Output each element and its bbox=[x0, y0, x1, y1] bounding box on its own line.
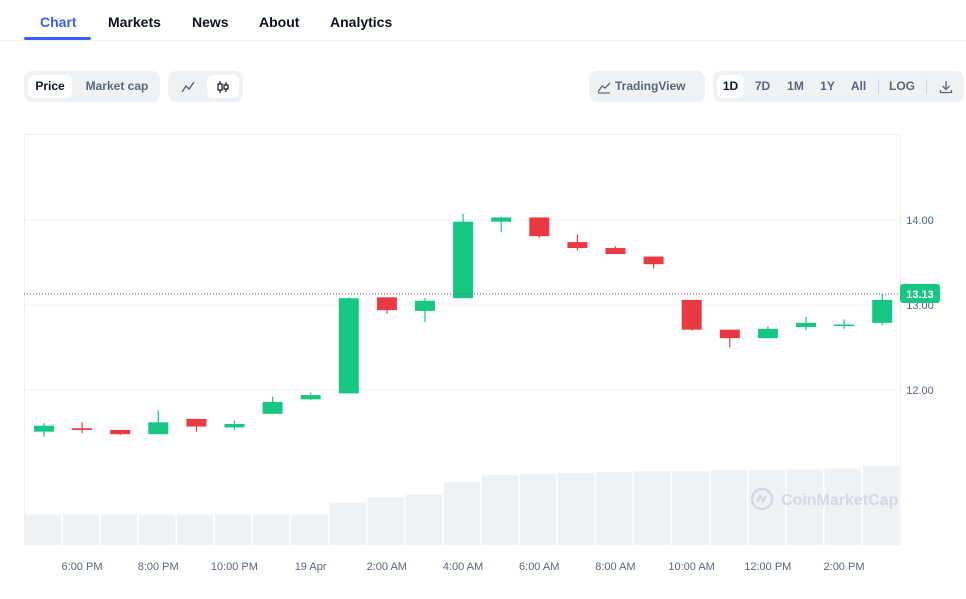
candle-up bbox=[491, 217, 512, 222]
range-1m-button[interactable]: 1M bbox=[787, 79, 804, 93]
volume-bar bbox=[634, 471, 671, 545]
range-1y-button[interactable]: 1Y bbox=[820, 79, 835, 93]
tradingview-button-content: TradingView bbox=[597, 75, 701, 98]
x-tick-label: 2:00 PM bbox=[824, 561, 865, 573]
candle-up bbox=[262, 401, 283, 414]
tab-analytics[interactable]: Analytics bbox=[330, 14, 393, 30]
candle-up bbox=[415, 300, 435, 311]
toolbar-divider bbox=[878, 79, 879, 94]
volume-bar bbox=[824, 468, 862, 545]
chart-type-toggle bbox=[168, 71, 243, 102]
nav-tabs: Chart Markets News About Analytics bbox=[0, 0, 966, 41]
candle-down bbox=[567, 242, 588, 249]
volume-bar bbox=[138, 514, 176, 545]
volume-bar bbox=[481, 474, 519, 545]
current-price-label: 13.13 bbox=[906, 289, 934, 301]
candle-down bbox=[110, 429, 131, 435]
range-selector: 1D 7D 1M 1Y All LOG bbox=[713, 71, 964, 102]
volume-bar bbox=[443, 482, 481, 545]
volume-bar bbox=[253, 514, 290, 545]
x-tick-label: 12:00 PM bbox=[744, 561, 791, 573]
candle-up bbox=[872, 299, 893, 323]
candle-up bbox=[34, 425, 54, 432]
candle-up bbox=[224, 424, 245, 428]
candle-down bbox=[186, 418, 207, 427]
candle-down bbox=[72, 428, 93, 430]
volume-bar bbox=[672, 471, 709, 545]
volume-bar bbox=[596, 472, 633, 545]
current-price-badge-bg bbox=[900, 283, 940, 303]
x-tick-label: 8:00 AM bbox=[595, 561, 635, 573]
active-tab-indicator bbox=[24, 37, 91, 40]
volume-bar bbox=[786, 469, 824, 545]
x-axis: 6:00 PM 8:00 PM 10:00 PM 19 Apr 2:00 AM 4:00 … bbox=[62, 561, 865, 573]
y-tick-label: 12.00 bbox=[906, 385, 934, 397]
candlestick-icon[interactable] bbox=[207, 75, 239, 98]
plot-frame bbox=[24, 134, 901, 545]
log-scale-button[interactable]: LOG bbox=[889, 79, 915, 93]
volume-bar bbox=[367, 497, 404, 545]
market-cap-button[interactable]: Market cap bbox=[85, 79, 149, 93]
x-tick-label: 6:00 AM bbox=[519, 561, 559, 573]
volume-bar bbox=[519, 473, 557, 545]
metric-toggle: Price Market cap bbox=[24, 71, 160, 102]
x-tick-label: 2:00 AM bbox=[367, 561, 407, 573]
volume-bar bbox=[24, 514, 62, 545]
volume-bar bbox=[215, 514, 252, 545]
candles bbox=[34, 214, 893, 437]
volume-bar bbox=[710, 470, 747, 545]
candle-up bbox=[148, 422, 169, 435]
candle-up bbox=[757, 328, 778, 339]
candle-down bbox=[376, 297, 397, 311]
volume-bar bbox=[862, 465, 900, 545]
line-chart-icon[interactable] bbox=[172, 75, 204, 98]
y-tick-label: 13.00 bbox=[906, 300, 934, 312]
watermark-text: CoinMarketCap bbox=[781, 492, 899, 509]
candle-down bbox=[681, 299, 702, 330]
x-tick-label: 19 Apr bbox=[295, 561, 327, 573]
volume-bar bbox=[405, 494, 443, 545]
current-price-badge: 13.13 bbox=[900, 283, 940, 303]
volume-bar bbox=[291, 514, 328, 545]
toolbar-divider bbox=[926, 79, 927, 94]
volume-bar bbox=[100, 514, 138, 545]
tab-markets[interactable]: Markets bbox=[108, 14, 161, 30]
candle-down bbox=[643, 256, 664, 265]
coinmarketcap-logo-icon bbox=[750, 487, 774, 511]
range-1d-button[interactable]: 1D bbox=[717, 75, 744, 98]
tradingview-label: TradingView bbox=[615, 79, 686, 93]
volume-bar bbox=[557, 473, 595, 545]
tradingview-button[interactable]: TradingView bbox=[589, 71, 705, 102]
candle-up bbox=[796, 322, 816, 328]
x-tick-label: 10:00 AM bbox=[668, 561, 714, 573]
price-button[interactable]: Price bbox=[28, 75, 72, 98]
candle-up bbox=[300, 395, 321, 400]
tab-news[interactable]: News bbox=[192, 14, 229, 30]
volume-bar bbox=[176, 514, 214, 545]
x-tick-label: 8:00 PM bbox=[138, 561, 179, 573]
y-tick-label: 14.00 bbox=[906, 215, 934, 227]
download-icon[interactable] bbox=[932, 75, 960, 98]
x-tick-label: 6:00 PM bbox=[62, 561, 103, 573]
volume-bar bbox=[62, 514, 100, 545]
tab-about[interactable]: About bbox=[259, 14, 300, 30]
range-7d-button[interactable]: 7D bbox=[754, 79, 771, 93]
candle-down bbox=[719, 329, 740, 339]
candle-up bbox=[453, 221, 474, 299]
volume-bar bbox=[329, 502, 366, 545]
chart-line-icon bbox=[597, 82, 611, 94]
x-tick-label: 10:00 PM bbox=[211, 561, 258, 573]
candle-down bbox=[605, 248, 626, 254]
candle-down bbox=[529, 217, 550, 237]
candle-up bbox=[834, 324, 855, 327]
y-axis: 12.00 13.00 14.00 bbox=[906, 215, 934, 397]
tab-chart[interactable]: Chart bbox=[40, 14, 77, 30]
candle-up bbox=[338, 298, 359, 394]
volume-bars bbox=[24, 465, 900, 545]
x-tick-label: 4:00 AM bbox=[443, 561, 483, 573]
watermark: CoinMarketCap bbox=[750, 487, 899, 511]
range-all-button[interactable]: All bbox=[850, 79, 867, 93]
